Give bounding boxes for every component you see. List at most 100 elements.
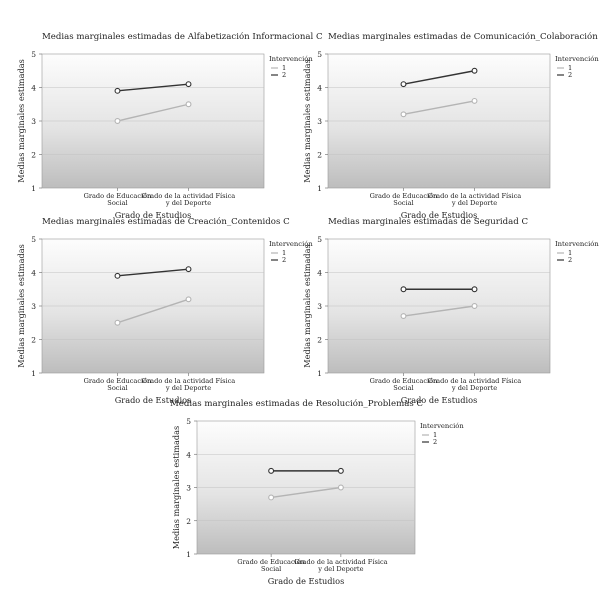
x-tick-label: y del Deporte — [451, 199, 497, 207]
y-tick-label: 3 — [317, 302, 322, 311]
x-axis-label: Grado de Estudios — [401, 395, 478, 405]
y-tick-label: 4 — [317, 269, 322, 278]
y-tick-label: 3 — [317, 117, 322, 126]
data-point-series-1 — [400, 313, 407, 319]
series-line-1 — [403, 305, 475, 317]
y-tick-label: 4 — [31, 269, 36, 278]
legend-title: Intervención — [269, 240, 313, 248]
legend-title: Intervención — [269, 55, 313, 63]
y-tick-label: 5 — [317, 50, 322, 59]
x-axis-label: Grado de Estudios — [401, 210, 478, 220]
y-tick-label: 3 — [186, 484, 191, 493]
x-tick-label: Grado de la actividad Física — [142, 377, 236, 385]
legend-label-1: 1 — [433, 431, 437, 439]
x-tick-label: Grado de la actividad Física — [428, 192, 522, 200]
data-point-series-2 — [400, 81, 407, 88]
y-tick-label: 2 — [186, 517, 191, 526]
data-point-series-1 — [400, 111, 407, 118]
legend-label-1: 1 — [568, 64, 572, 72]
x-tick-label: Social — [107, 384, 127, 392]
chart-1: Medias marginales estimadas de Alfabetiz… — [16, 31, 323, 220]
data-point-series-2 — [337, 467, 344, 474]
legend-label-2: 2 — [568, 256, 572, 264]
y-axis-label: Medias marginales estimadas — [16, 244, 26, 368]
y-axis-label: Medias marginales estimadas — [16, 59, 26, 183]
y-tick-label: 1 — [317, 184, 322, 193]
series-line-1 — [117, 298, 189, 324]
data-point-series-2 — [400, 286, 407, 293]
x-tick-label: Social — [107, 199, 127, 207]
x-tick-label: y del Deporte — [165, 384, 211, 392]
y-tick-label: 5 — [186, 417, 191, 426]
y-tick-label: 3 — [31, 117, 36, 126]
series-line-2 — [117, 268, 189, 277]
y-axis-label: Medias marginales estimadas — [302, 59, 312, 183]
x-tick-label: Social — [393, 384, 413, 392]
y-tick-label: 1 — [186, 550, 191, 559]
x-tick-label: Social — [261, 565, 281, 573]
chart-title: Medias marginales estimadas de Creación_… — [42, 216, 290, 227]
x-tick-label: Grado de la actividad Física — [428, 377, 522, 385]
data-point-series-2 — [114, 87, 121, 94]
data-point-series-2 — [268, 467, 275, 474]
chart-5: Medias marginales estimadas de Resolució… — [170, 398, 464, 586]
data-point-series-2 — [471, 67, 478, 74]
legend-label-2: 2 — [433, 438, 437, 446]
data-point-series-2 — [185, 81, 192, 88]
y-axis-label: Medias marginales estimadas — [302, 244, 312, 368]
data-point-series-1 — [337, 484, 344, 491]
chart-title: Medias marginales estimadas de Resolució… — [170, 398, 424, 409]
legend-title: Intervención — [420, 422, 464, 430]
data-point-series-1 — [185, 101, 192, 108]
y-tick-label: 4 — [186, 450, 191, 459]
data-point-series-1 — [114, 118, 121, 124]
y-tick-label: 5 — [31, 50, 36, 59]
x-tick-label: Grado de la actividad Física — [142, 192, 236, 200]
legend-label-2: 2 — [568, 71, 572, 79]
data-point-series-1 — [268, 494, 275, 501]
series-line-1 — [403, 100, 475, 115]
x-axis-label: Grado de Estudios — [115, 210, 192, 220]
legend-label-1: 1 — [282, 64, 286, 72]
y-tick-label: 2 — [31, 151, 36, 160]
chart-3: Medias marginales estimadas de Creación_… — [16, 216, 313, 405]
x-tick-label: Grado de Educación — [84, 192, 153, 200]
data-point-series-1 — [185, 296, 192, 303]
data-point-series-1 — [471, 97, 478, 104]
x-tick-label: Social — [393, 199, 413, 207]
x-tick-label: Grado de la actividad Física — [294, 558, 388, 566]
legend-label-1: 1 — [568, 249, 572, 257]
chart-2: Medias marginales estimadas de Comunicac… — [302, 31, 600, 220]
y-tick-label: 1 — [31, 184, 36, 193]
x-tick-label: y del Deporte — [317, 565, 363, 573]
x-tick-label: Grado de Educación — [370, 377, 439, 385]
series-line-1 — [271, 486, 341, 499]
y-tick-label: 5 — [31, 235, 36, 244]
series-line-2 — [117, 83, 189, 92]
legend-label-2: 2 — [282, 256, 286, 264]
x-tick-label: y del Deporte — [451, 384, 497, 392]
x-tick-label: Grado de Educación — [237, 558, 306, 566]
y-tick-label: 3 — [31, 302, 36, 311]
series-line-1 — [117, 103, 189, 122]
data-point-series-2 — [185, 266, 192, 273]
legend-label-1: 1 — [282, 249, 286, 257]
data-point-series-2 — [471, 286, 478, 293]
data-point-series-2 — [114, 272, 121, 279]
x-tick-label: Grado de Educación — [370, 192, 439, 200]
x-tick-label: Grado de Educación — [84, 377, 153, 385]
series-line-2 — [403, 70, 475, 85]
y-tick-label: 1 — [31, 369, 36, 378]
x-tick-label: y del Deporte — [165, 199, 211, 207]
legend-title: Intervención — [555, 55, 599, 63]
data-point-series-1 — [114, 319, 121, 326]
y-tick-label: 5 — [317, 235, 322, 244]
legend-label-2: 2 — [282, 71, 286, 79]
chart-4: Medias marginales estimadas de Seguridad… — [302, 217, 599, 405]
y-tick-label: 4 — [31, 84, 36, 93]
data-point-series-1 — [471, 303, 478, 309]
y-tick-label: 2 — [317, 151, 322, 160]
y-tick-label: 4 — [317, 84, 322, 93]
y-tick-label: 2 — [317, 336, 322, 345]
